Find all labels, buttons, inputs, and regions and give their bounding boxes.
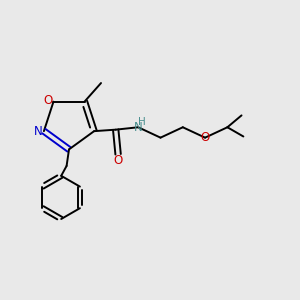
Text: O: O <box>200 131 210 144</box>
Text: N: N <box>134 122 142 134</box>
Text: O: O <box>44 94 53 106</box>
Text: H: H <box>138 117 146 127</box>
Text: N: N <box>34 125 43 138</box>
Text: O: O <box>113 154 123 167</box>
